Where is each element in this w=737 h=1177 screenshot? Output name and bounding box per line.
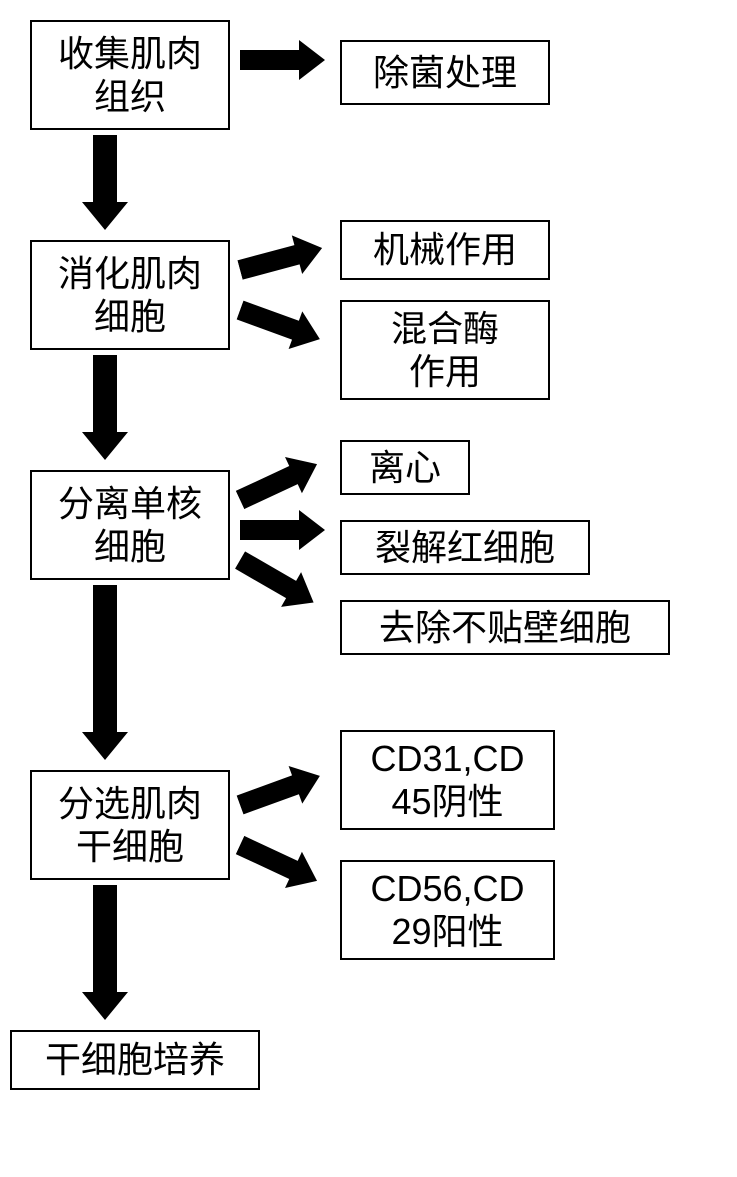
flowchart-node: 分离单核细胞 [30,470,230,580]
flowchart-arrow [240,35,335,85]
flowchart-arrow [80,585,130,760]
flowchart-arrow [231,749,337,828]
flowchart-node: CD56,CD29阳性 [340,860,555,960]
flowchart-node: 离心 [340,440,470,495]
flowchart-arrow [231,287,337,366]
flowchart-arrow [234,221,339,294]
flowchart-arrow [80,885,130,1020]
flowchart-node: 去除不贴壁细胞 [340,600,670,655]
flowchart-arrow [229,822,336,907]
flowchart-arrow [80,355,130,460]
flowchart-container: 收集肌肉组织 除菌处理消化肌肉细胞 机械作用混合酶作用分离单核细胞 离心裂解红细胞去除… [0,0,737,1177]
flowchart-node: CD31,CD45阴性 [340,730,555,830]
flowchart-node: 裂解红细胞 [340,520,590,575]
flowchart-arrow [80,135,130,230]
flowchart-node: 消化肌肉细胞 [30,240,230,350]
flowchart-node: 分选肌肉干细胞 [30,770,230,880]
flowchart-node: 干细胞培养 [10,1030,260,1090]
flowchart-node: 混合酶作用 [340,300,550,400]
flowchart-node: 除菌处理 [340,40,550,105]
flowchart-node: 收集肌肉组织 [30,20,230,130]
flowchart-node: 机械作用 [340,220,550,280]
